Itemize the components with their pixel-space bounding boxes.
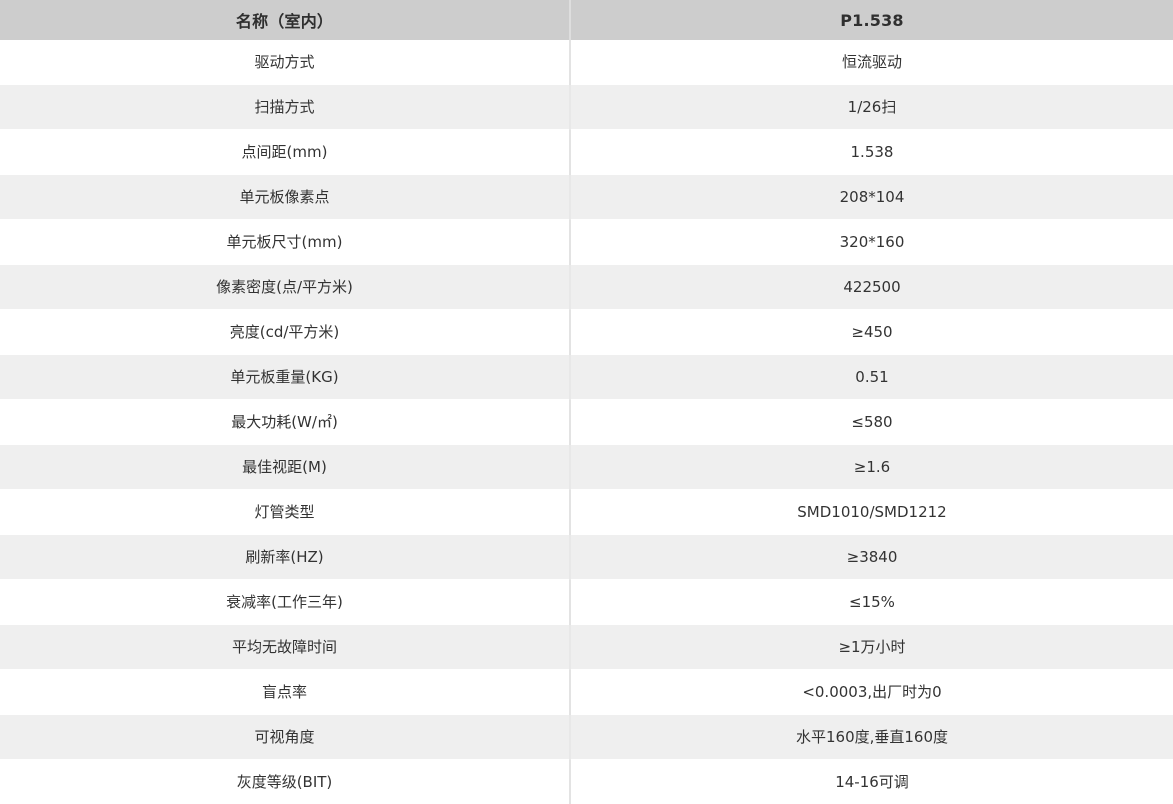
spec-name-cell: 衰减率(工作三年) [0,580,570,625]
table-row: 衰减率(工作三年) ≤15% [0,580,1173,625]
table-row: 灯管类型 SMD1010/SMD1212 [0,490,1173,535]
spec-name-text: 点间距(mm) [242,130,328,174]
table-row: 单元板像素点 208*104 [0,175,1173,220]
spec-value-cell: 0.51 [570,355,1173,400]
spec-value-text: ≥450 [851,310,892,354]
spec-name-cell: 灯管类型 [0,490,570,535]
spec-value-text: ≥1.6 [854,445,890,489]
spec-value-cell: 320*160 [570,220,1173,265]
spec-value-cell: ≥1万小时 [570,625,1173,670]
header-cell-name: 名称（室内） [0,0,570,40]
spec-name-text: 衰减率(工作三年) [226,580,343,624]
spec-value-cell: ≤580 [570,400,1173,445]
table-body: 驱动方式 恒流驱动扫描方式 1/26扫点间距(mm) 1.538 单元板像素点 208*1… [0,40,1173,804]
spec-name-text: 可视角度 [254,715,314,759]
spec-value-cell: 208*104 [570,175,1173,220]
spec-name-text: 扫描方式 [254,85,314,129]
spec-value-cell: ≤15% [570,580,1173,625]
spec-value-text: 1.538 [851,130,894,174]
spec-name-cell: 刷新率(HZ) [0,535,570,580]
spec-value-cell: ≥1.6 [570,445,1173,490]
spec-value-text: 14-16可调 [835,760,909,804]
spec-value-cell: 14-16可调 [570,760,1173,804]
spec-name-cell: 单元板尺寸(mm) [0,220,570,265]
spec-value-cell: ≥3840 [570,535,1173,580]
spec-value-cell: SMD1010/SMD1212 [570,490,1173,535]
spec-name-cell: 最佳视距(M) [0,445,570,490]
spec-name-cell: 最大功耗(W/㎡) [0,400,570,445]
spec-value-text: <0.0003,出厂时为0 [802,670,941,714]
spec-value-text: 208*104 [840,175,905,219]
spec-name-text: 最大功耗(W/㎡) [231,400,338,444]
spec-name-cell: 可视角度 [0,715,570,760]
spec-value-cell: 1.538 [570,130,1173,175]
table-row: 像素密度(点/平方米) 422500 [0,265,1173,310]
spec-name-text: 盲点率 [262,670,307,714]
table-row: 灰度等级(BIT) 14-16可调 [0,760,1173,804]
spec-value-text: 水平160度,垂直160度 [796,715,948,759]
spec-value-text: ≥3840 [847,535,898,579]
spec-value-text: SMD1010/SMD1212 [797,490,946,534]
spec-name-text: 最佳视距(M) [242,445,327,489]
spec-name-text: 像素密度(点/平方米) [216,265,353,309]
spec-value-text: ≤580 [851,400,892,444]
spec-value-text: 1/26扫 [848,85,897,129]
spec-value-text: 320*160 [840,220,905,264]
header-cell-model: P1.538 [570,0,1173,40]
spec-value-text: 恒流驱动 [842,40,902,84]
spec-name-text: 亮度(cd/平方米) [230,310,340,354]
spec-name-text: 灰度等级(BIT) [237,760,333,804]
spec-name-cell: 盲点率 [0,670,570,715]
table-header: 名称（室内） P1.538 [0,0,1173,40]
spec-value-text: ≥1万小时 [838,625,905,669]
spec-name-text: 灯管类型 [254,490,314,534]
spec-value-cell: 水平160度,垂直160度 [570,715,1173,760]
table-header-row: 名称（室内） P1.538 [0,0,1173,40]
spec-name-text: 单元板尺寸(mm) [227,220,343,264]
spec-name-cell: 点间距(mm) [0,130,570,175]
spec-value-text: 422500 [843,265,900,309]
table-row: 可视角度 水平160度,垂直160度 [0,715,1173,760]
table-row: 单元板尺寸(mm) 320*160 [0,220,1173,265]
spec-value-text: 0.51 [855,355,888,399]
spec-value-cell: ≥450 [570,310,1173,355]
spec-name-text: 单元板像素点 [239,175,329,219]
spec-value-cell: 恒流驱动 [570,40,1173,85]
spec-value-cell: 422500 [570,265,1173,310]
spec-name-cell: 像素密度(点/平方米) [0,265,570,310]
table-row: 盲点率 <0.0003,出厂时为0 [0,670,1173,715]
table-row: 点间距(mm) 1.538 [0,130,1173,175]
spec-name-cell: 灰度等级(BIT) [0,760,570,804]
spec-name-cell: 平均无故障时间 [0,625,570,670]
spec-name-cell: 扫描方式 [0,85,570,130]
table-row: 刷新率(HZ) ≥3840 [0,535,1173,580]
table-row: 亮度(cd/平方米) ≥450 [0,310,1173,355]
table-row: 最佳视距(M) ≥1.6 [0,445,1173,490]
spec-name-cell: 单元板重量(KG) [0,355,570,400]
table-row: 驱动方式 恒流驱动 [0,40,1173,85]
spec-name-text: 驱动方式 [254,40,314,84]
spec-value-cell: 1/26扫 [570,85,1173,130]
spec-name-text: 单元板重量(KG) [230,355,338,399]
table-row: 扫描方式 1/26扫 [0,85,1173,130]
spec-name-cell: 亮度(cd/平方米) [0,310,570,355]
table-row: 单元板重量(KG) 0.51 [0,355,1173,400]
spec-name-cell: 驱动方式 [0,40,570,85]
spec-value-text: ≤15% [849,580,895,624]
table-row: 平均无故障时间 ≥1万小时 [0,625,1173,670]
spec-value-cell: <0.0003,出厂时为0 [570,670,1173,715]
spec-name-text: 平均无故障时间 [232,625,337,669]
table-row: 最大功耗(W/㎡) ≤580 [0,400,1173,445]
spec-name-text: 刷新率(HZ) [245,535,323,579]
spec-name-cell: 单元板像素点 [0,175,570,220]
